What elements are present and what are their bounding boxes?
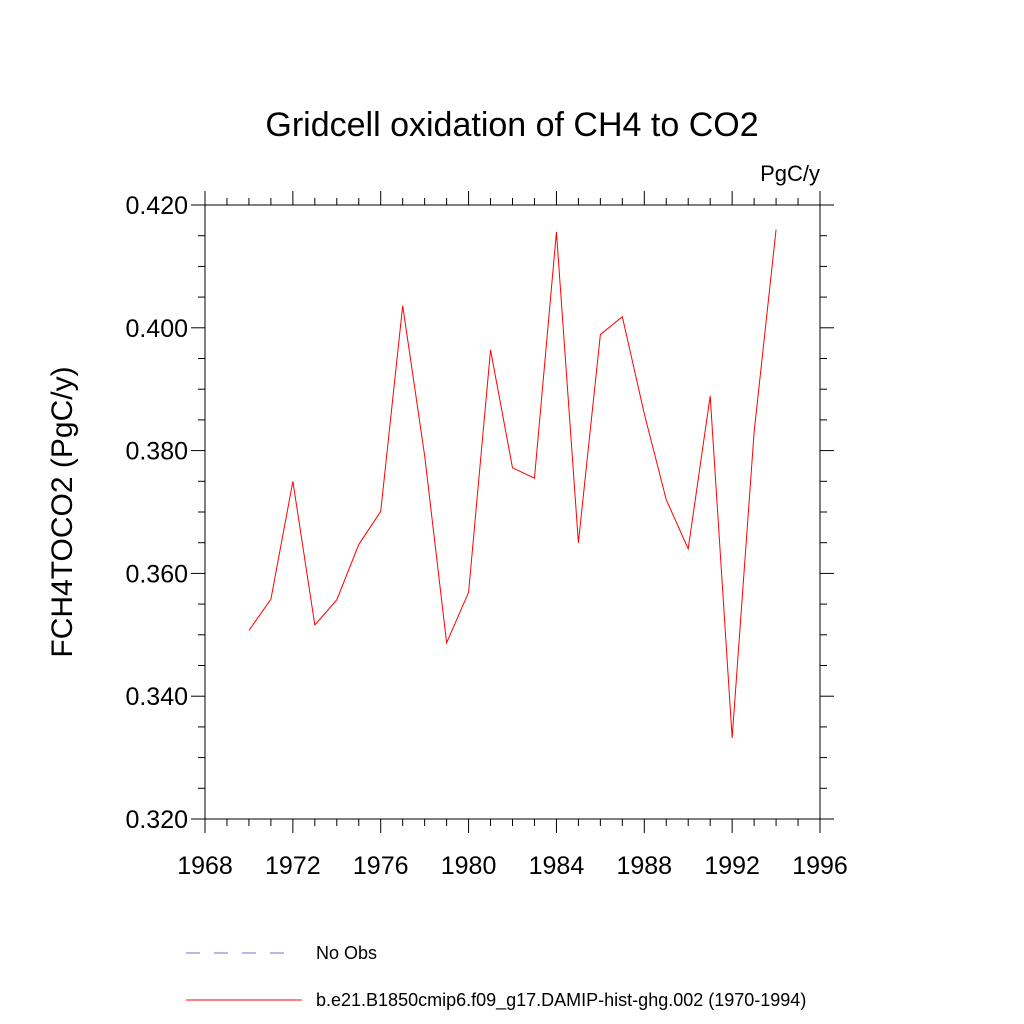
x-tick-label: 1984	[529, 852, 585, 880]
chart-title: Gridcell oxidation of CH4 to CO2	[265, 106, 758, 144]
series-line	[248, 229, 777, 738]
x-tick-label: 1968	[177, 852, 233, 880]
axis-ticks	[191, 191, 834, 833]
y-axis-label: FCH4TOCO2 (PgC/y)	[46, 366, 79, 657]
legend-label-no-obs: No Obs	[316, 943, 377, 963]
x-tick-label: 1972	[265, 852, 321, 880]
x-tick-label: 1988	[616, 852, 672, 880]
y-tick-label: 0.400	[125, 315, 188, 343]
units-label: PgC/y	[760, 161, 820, 186]
legend-label-model-run: b.e21.B1850cmip6.f09_g17.DAMIP-hist-ghg.…	[316, 990, 806, 1011]
y-tick-label: 0.320	[125, 806, 188, 834]
x-tick-label: 1996	[792, 852, 848, 880]
y-tick-label: 0.380	[125, 438, 188, 466]
x-tick-label: 1980	[441, 852, 497, 880]
y-tick-label: 0.420	[125, 192, 188, 220]
x-tick-label: 1992	[704, 852, 760, 880]
axis-tick-labels: 1968 1972 1976 1980 1984 1988 1992 1996 0.320 0.3…	[125, 192, 847, 880]
legend: No Obs b.e21.B1850cmip6.f09_g17.DAMIP-hi…	[186, 943, 806, 1011]
y-tick-label: 0.360	[125, 560, 188, 588]
x-tick-label: 1976	[353, 852, 409, 880]
y-tick-label: 0.340	[125, 683, 188, 711]
data-series	[248, 229, 777, 738]
